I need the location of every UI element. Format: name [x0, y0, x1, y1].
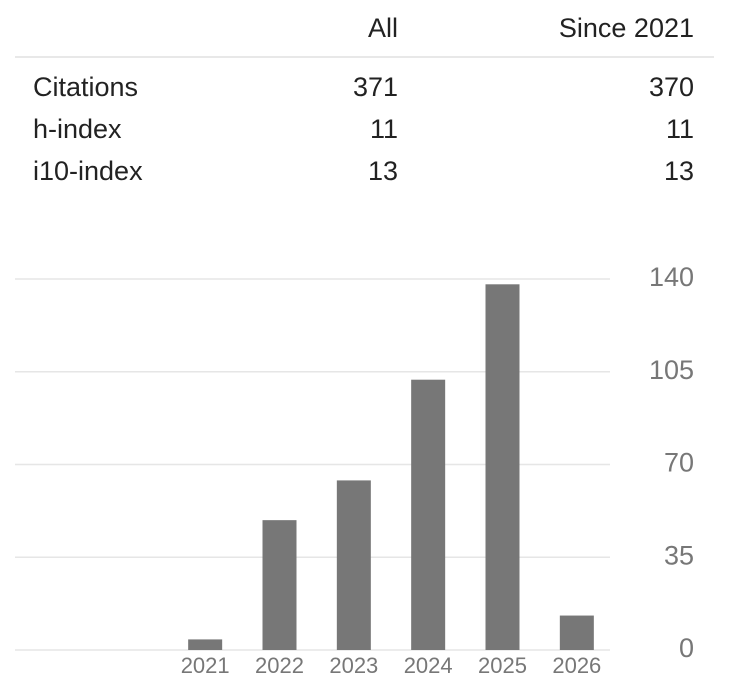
y-tick-label: 70 [664, 448, 694, 478]
row-label: Citations [33, 72, 138, 102]
x-tick-label: 2023 [329, 653, 378, 678]
cell-value: 13 [368, 156, 398, 186]
bar [485, 284, 520, 650]
bar [411, 379, 446, 650]
column-header: Since 2021 [559, 13, 694, 43]
x-tick-label: 2026 [552, 653, 601, 678]
bar [188, 639, 223, 650]
y-tick-label: 0 [679, 633, 694, 663]
bar [262, 520, 297, 650]
cell-value: 13 [664, 156, 694, 186]
y-tick-label: 140 [649, 262, 694, 292]
bar [559, 615, 594, 650]
x-tick-label: 2022 [255, 653, 304, 678]
x-tick-label: 2025 [478, 653, 527, 678]
bar [336, 480, 371, 650]
row-label: h-index [33, 114, 122, 144]
cell-value: 371 [353, 72, 398, 102]
cell-value: 11 [370, 114, 398, 144]
row-label: i10-index [33, 156, 143, 186]
y-tick-label: 35 [664, 540, 694, 570]
x-tick-label: 2021 [181, 653, 230, 678]
cell-value: 11 [666, 114, 694, 144]
cell-value: 370 [649, 72, 694, 102]
x-tick-label: 2024 [404, 653, 453, 678]
y-tick-label: 105 [649, 355, 694, 385]
column-header: All [368, 13, 398, 43]
